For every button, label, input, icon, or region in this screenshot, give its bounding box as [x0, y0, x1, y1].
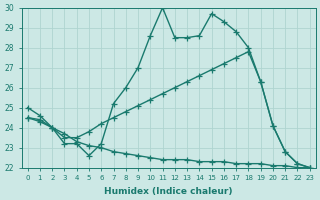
X-axis label: Humidex (Indice chaleur): Humidex (Indice chaleur) — [104, 187, 233, 196]
